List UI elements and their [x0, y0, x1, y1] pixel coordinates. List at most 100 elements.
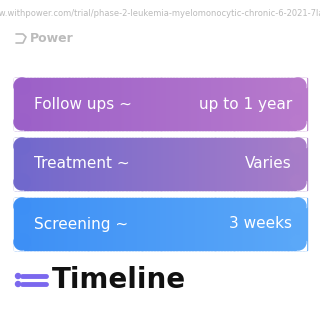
Bar — [62, 78, 64, 130]
Bar — [121, 198, 123, 250]
Bar — [297, 198, 306, 207]
Bar — [113, 78, 115, 130]
Bar — [166, 138, 168, 190]
Bar — [118, 198, 120, 250]
Bar — [246, 198, 248, 250]
Bar — [85, 78, 87, 130]
Bar — [239, 198, 241, 250]
Bar — [271, 78, 273, 130]
Bar — [176, 78, 178, 130]
Bar — [150, 198, 152, 250]
Bar — [102, 138, 104, 190]
Bar — [26, 138, 28, 190]
Bar — [259, 198, 261, 250]
Text: Follow ups ~: Follow ups ~ — [34, 96, 132, 112]
Bar — [179, 138, 181, 190]
Bar — [112, 78, 114, 130]
Bar — [182, 198, 184, 250]
Bar — [235, 198, 236, 250]
Bar — [232, 78, 234, 130]
Bar — [194, 138, 196, 190]
Bar — [58, 138, 60, 190]
Bar — [255, 78, 257, 130]
Bar — [245, 198, 247, 250]
Bar — [220, 198, 222, 250]
Bar — [255, 138, 257, 190]
Bar — [131, 78, 133, 130]
Bar — [69, 198, 71, 250]
Bar — [94, 78, 96, 130]
Bar — [84, 198, 86, 250]
Bar — [59, 198, 61, 250]
Bar — [125, 198, 127, 250]
Circle shape — [290, 174, 306, 190]
Text: Treatment ~: Treatment ~ — [34, 157, 130, 171]
Bar — [162, 138, 164, 190]
Bar — [162, 78, 164, 130]
Bar — [178, 198, 180, 250]
Bar — [126, 138, 128, 190]
Bar — [125, 138, 127, 190]
Bar — [30, 198, 32, 250]
Bar — [35, 198, 36, 250]
Bar — [151, 198, 153, 250]
Bar — [237, 78, 239, 130]
Bar — [14, 241, 23, 250]
Bar — [264, 198, 266, 250]
Bar — [176, 198, 178, 250]
Bar — [110, 198, 112, 250]
Bar — [18, 198, 20, 250]
Bar — [71, 138, 73, 190]
Bar — [226, 138, 228, 190]
Bar — [37, 78, 39, 130]
Bar — [245, 78, 247, 130]
Bar — [102, 198, 104, 250]
Bar — [99, 138, 100, 190]
Bar — [223, 198, 225, 250]
Bar — [269, 138, 271, 190]
Bar — [280, 138, 282, 190]
Bar — [290, 198, 292, 250]
Bar — [157, 198, 159, 250]
Bar — [253, 198, 255, 250]
Bar — [75, 78, 77, 130]
Bar — [81, 78, 83, 130]
Bar — [237, 198, 239, 250]
Bar — [30, 78, 32, 130]
Bar — [243, 198, 245, 250]
Bar — [14, 181, 23, 190]
Bar — [15, 138, 17, 190]
Bar — [132, 78, 134, 130]
Bar — [53, 198, 55, 250]
Bar — [289, 78, 291, 130]
Bar — [297, 241, 306, 250]
Bar — [210, 78, 212, 130]
Bar — [293, 138, 295, 190]
Bar — [106, 138, 108, 190]
Bar — [33, 198, 35, 250]
Bar — [51, 138, 52, 190]
Bar — [201, 78, 203, 130]
Bar — [215, 198, 218, 250]
Bar — [94, 138, 96, 190]
Bar — [97, 78, 99, 130]
Bar — [178, 78, 180, 130]
Bar — [240, 198, 242, 250]
Bar — [296, 138, 298, 190]
Bar — [75, 138, 77, 190]
Bar — [261, 78, 263, 130]
Bar — [235, 78, 236, 130]
Bar — [84, 78, 86, 130]
Bar — [23, 78, 25, 130]
Bar — [96, 138, 98, 190]
Bar — [180, 138, 182, 190]
Bar — [164, 78, 166, 130]
Bar — [287, 78, 289, 130]
Bar — [172, 198, 174, 250]
Bar — [108, 198, 109, 250]
Bar — [45, 138, 47, 190]
Bar — [251, 78, 252, 130]
Bar — [258, 198, 260, 250]
Bar — [64, 138, 66, 190]
Bar — [24, 78, 26, 130]
